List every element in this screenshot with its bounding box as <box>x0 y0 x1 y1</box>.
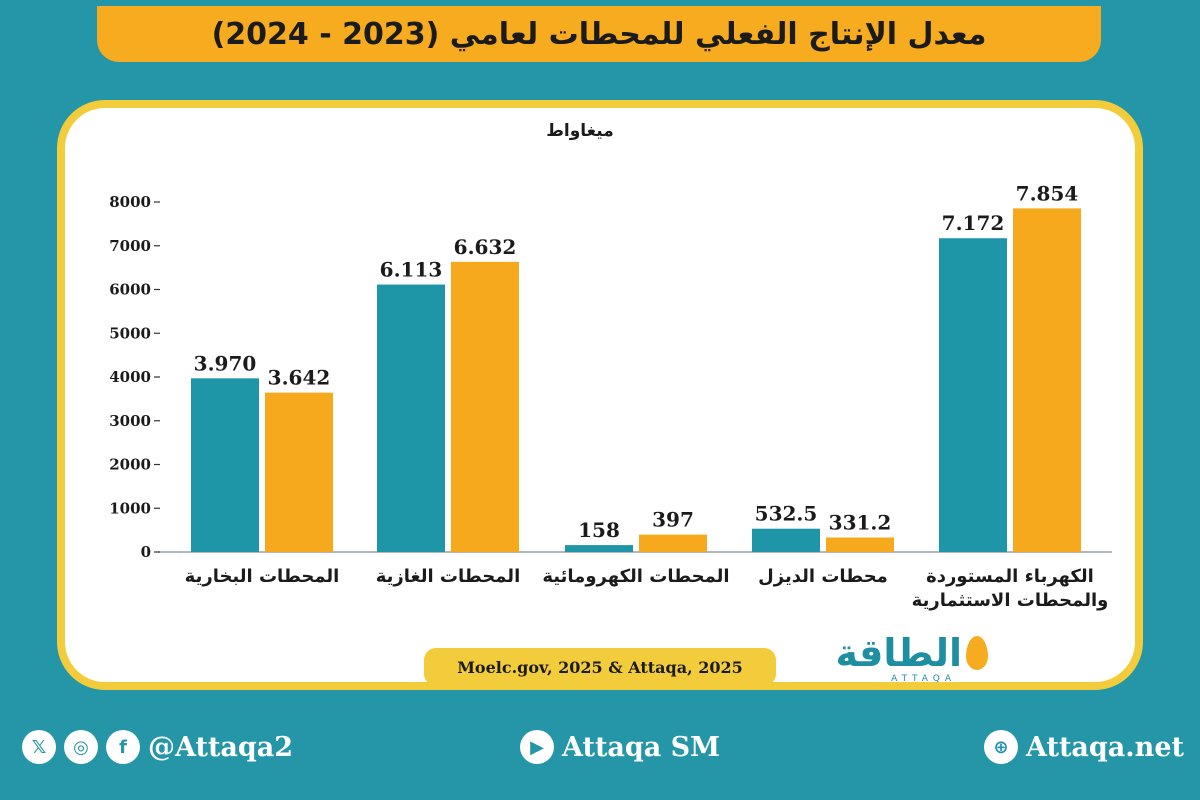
bars-group: 3.970 6.113 158 532.5 7.172 3.642 6.632 397 331.… <box>191 181 1081 552</box>
bar <box>377 284 445 552</box>
data-label: 7.172 <box>942 211 1005 235</box>
y-tick-label: 8000 <box>109 193 151 211</box>
category-label: المحطات الغازية <box>376 566 521 587</box>
data-label: 6.632 <box>454 235 517 259</box>
category-labels: المحطات البخارية المحطات الغازية المحطات ا… <box>185 566 1109 611</box>
instagram-icon[interactable]: ◎ <box>64 730 98 764</box>
y-tick-label: 4000 <box>109 368 151 386</box>
bar <box>752 528 820 552</box>
youtube-link[interactable]: ▶ Attaqa SM <box>520 730 720 764</box>
page-title: معدل الإنتاج الفعلي للمحطات لعامي (2023 … <box>211 16 987 52</box>
source-label: Moelc.gov, 2025 & Attaqa, 2025 <box>424 648 776 686</box>
website-link[interactable]: ⊕ Attaqa.net <box>984 730 1184 764</box>
bar <box>565 545 633 552</box>
bar <box>826 537 894 552</box>
attaqa-logo: الطاقة ATTAQA <box>830 630 990 686</box>
data-label: 331.2 <box>829 511 892 535</box>
data-label: 532.5 <box>755 502 818 526</box>
category-label: المحطات البخارية <box>185 566 340 587</box>
bar <box>265 392 333 552</box>
data-label: 6.113 <box>380 258 443 282</box>
social-handles: 𝕏 ◎ f @Attaqa2 <box>22 730 293 764</box>
facebook-icon[interactable]: f <box>106 730 140 764</box>
unit-label: ميغاواط <box>546 121 614 141</box>
data-label: 3.970 <box>194 351 257 375</box>
y-tick-label: 7000 <box>109 237 151 255</box>
data-label: 3.642 <box>268 366 331 390</box>
social-handle-text[interactable]: @Attaqa2 <box>148 731 294 763</box>
data-label: 158 <box>578 518 620 542</box>
data-label: 7.854 <box>1016 181 1079 205</box>
logo-drop-icon <box>966 636 988 670</box>
y-tick-label: 2000 <box>109 456 151 474</box>
y-tick-label: 6000 <box>109 281 151 299</box>
category-label: محطات الديزل <box>758 566 888 587</box>
y-tick-label: 3000 <box>109 412 151 430</box>
y-tick-label: 0 <box>141 543 151 561</box>
y-tick-label: 1000 <box>109 499 151 517</box>
globe-icon: ⊕ <box>984 730 1018 764</box>
website-label: Attaqa.net <box>1026 731 1184 763</box>
category-label: الكهرباء المستوردة <box>926 566 1094 587</box>
category-label: المحطات الكهرومائية <box>542 566 729 587</box>
bar <box>191 378 259 552</box>
y-tick-label: 5000 <box>109 324 151 342</box>
bar <box>1013 208 1081 552</box>
title-bar: معدل الإنتاج الفعلي للمحطات لعامي (2023 … <box>97 6 1101 62</box>
y-axis: 0 1000 2000 3000 4000 5000 6000 7000 8000 <box>109 193 160 561</box>
bar <box>451 261 519 552</box>
logo-text: الطاقة <box>835 631 962 675</box>
data-label: 397 <box>652 508 694 532</box>
bar <box>939 238 1007 552</box>
logo-subtext: ATTAQA <box>891 674 956 684</box>
x-icon[interactable]: 𝕏 <box>22 730 56 764</box>
bar <box>639 534 707 552</box>
category-label: والمحطات الاستثمارية <box>912 590 1109 611</box>
youtube-label: Attaqa SM <box>562 731 721 763</box>
youtube-icon: ▶ <box>520 730 554 764</box>
